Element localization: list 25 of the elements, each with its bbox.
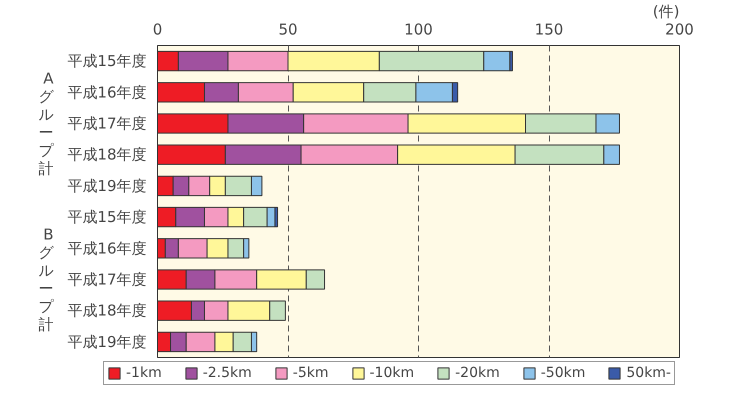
y-tick-label: 平成17年度 <box>67 270 147 288</box>
y-tick-label: 平成18年度 <box>67 146 147 164</box>
y-tick-label: 平成15年度 <box>67 208 147 226</box>
text: Aグループ計 <box>38 70 54 178</box>
y-tick-label: 平成16年度 <box>67 239 147 258</box>
y-tick-label: 平成17年度 <box>67 114 147 132</box>
legend-label: -20km <box>455 365 500 381</box>
x-tick-label: 100 <box>404 20 433 38</box>
legend-label: 50km- <box>626 365 671 381</box>
legend-label: -5km <box>292 365 328 381</box>
y-tick-label: 平成16年度 <box>67 83 147 102</box>
x-axis-title: (件) <box>652 2 680 20</box>
y-tick-label: 平成19年度 <box>67 332 147 351</box>
legend-label: -2.5km <box>202 365 252 381</box>
legend-label: -10km <box>370 365 414 381</box>
x-tick-label: 0 <box>152 20 162 38</box>
legend-label: -50km <box>540 365 586 381</box>
x-tick-label: 150 <box>534 20 564 38</box>
text: Bグループ計 <box>38 226 54 334</box>
y-tick-label: 平成15年度 <box>67 52 147 70</box>
x-tick-label: 200 <box>665 20 694 38</box>
legend-label: -1km <box>126 365 162 381</box>
x-tick-label: 50 <box>278 20 298 38</box>
y-tick-label: 平成18年度 <box>67 302 147 320</box>
y-tick-label: 平成19年度 <box>67 176 147 195</box>
